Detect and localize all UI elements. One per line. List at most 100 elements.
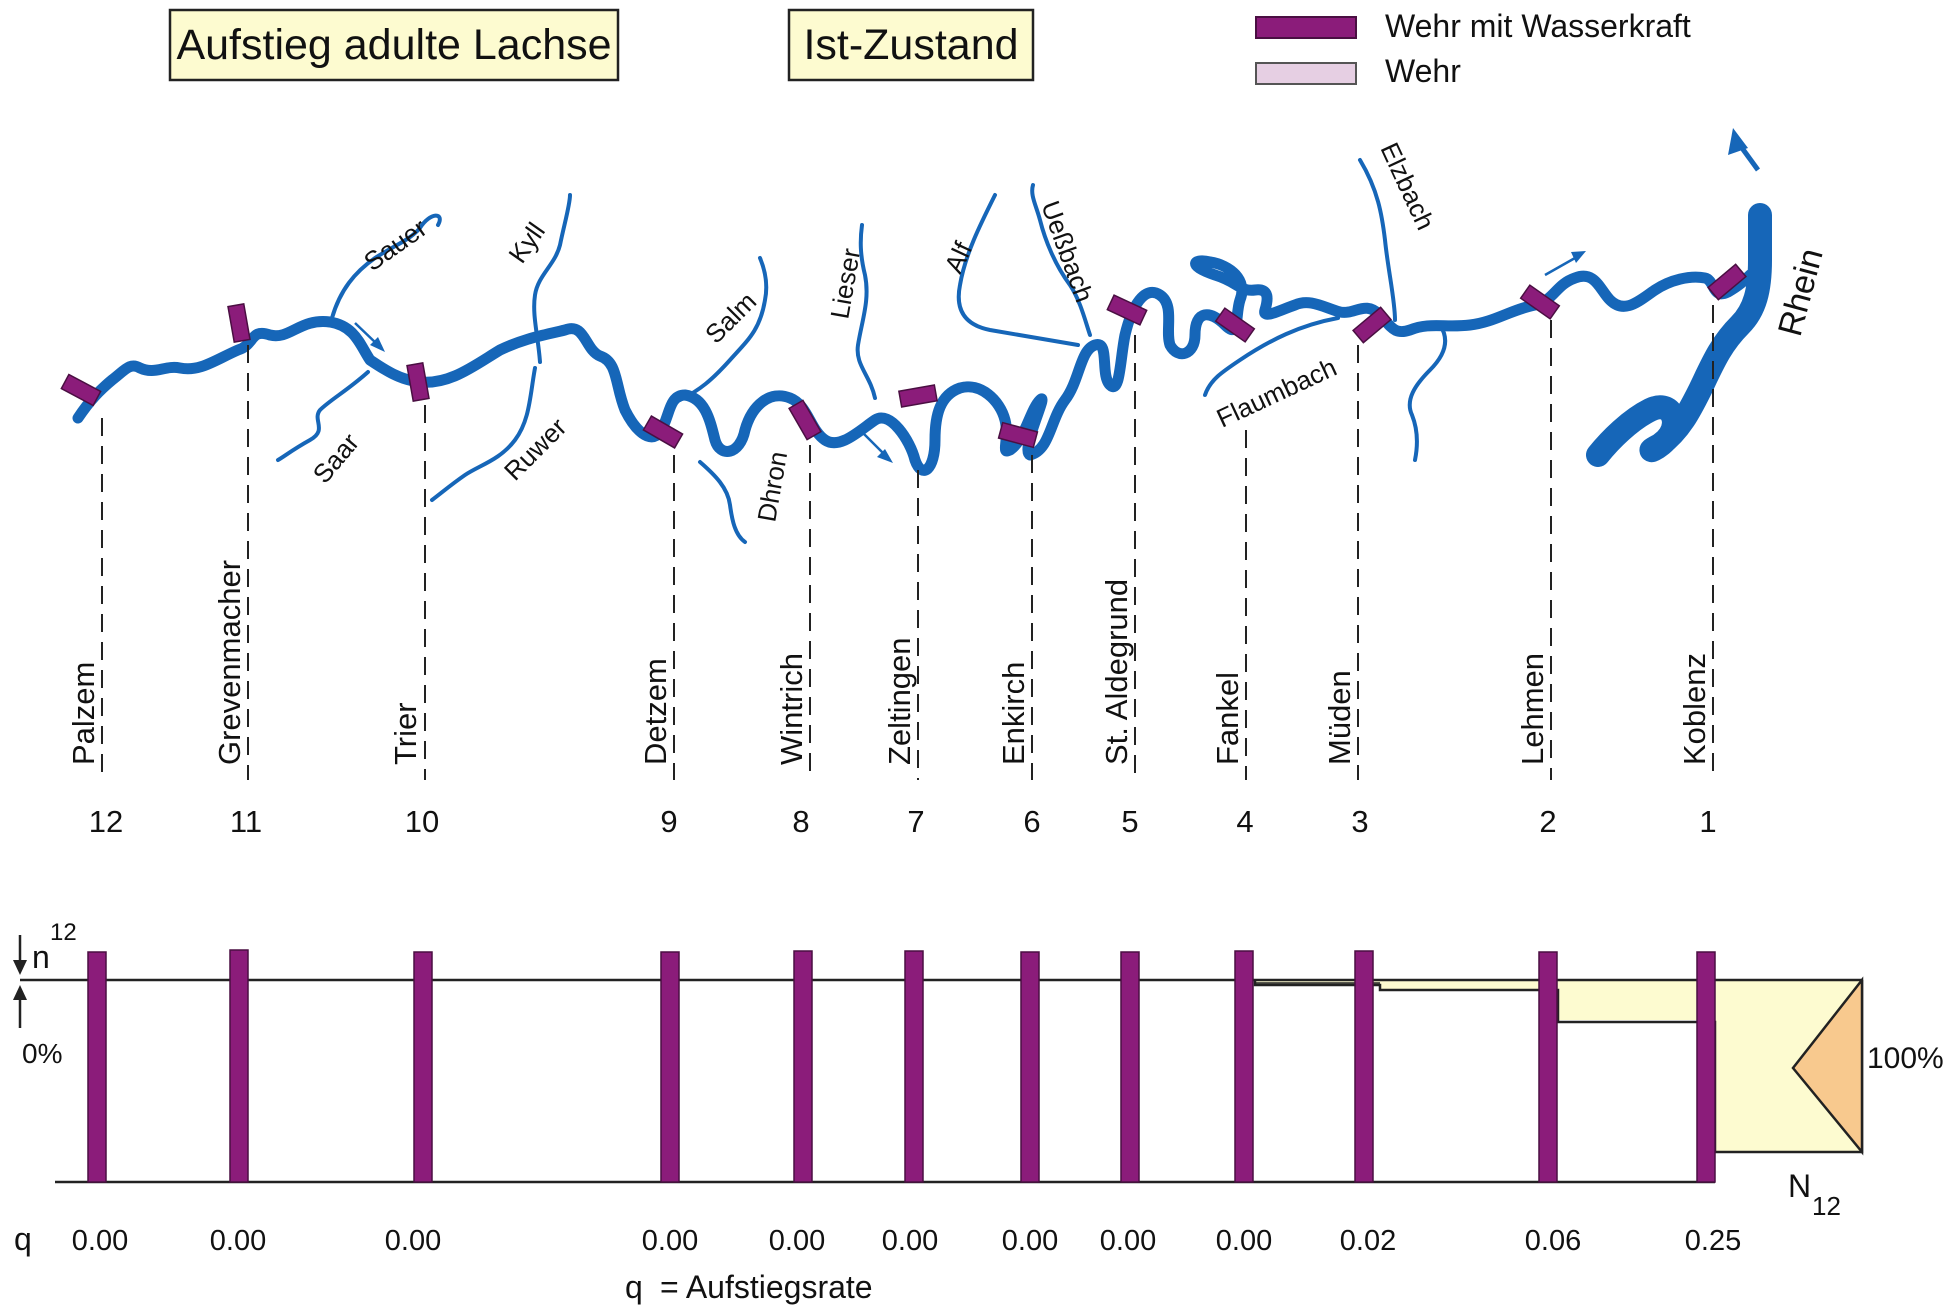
rhein-flow-arrow-icon [1728,128,1748,155]
ascent-initial-triangle [1791,976,1864,1156]
q-value-5: 0.00 [1100,1225,1156,1257]
zero-percent-label: 0% [22,1038,62,1069]
title-box-right: Ist-Zustand [787,8,1035,82]
flow-arrow-lehmen-icon [1571,251,1586,263]
q-value-2: 0.06 [1525,1225,1581,1257]
q-values: q 0.00 0.00 0.00 0.00 0.00 0.00 0.00 0.0… [14,1221,1741,1257]
map-weir-grevenmacher [227,303,251,343]
q-value-4: 0.00 [1216,1225,1272,1257]
map-weir-enkirch [997,421,1039,449]
station-number-4: 4 [1236,804,1253,839]
station-name-wintrich: Wintrich [774,653,809,765]
river-ruwer [430,366,537,502]
legend: Wehr mit Wasserkraft Wehr [1255,8,1691,89]
q-legend-text: = Aufstiegsrate [660,1269,873,1305]
title-right: Ist-Zustand [803,21,1018,69]
station-name-mueden: Müden [1322,670,1357,765]
river-salm [678,256,769,402]
map-weir-koblenz [1707,263,1747,301]
bar-station-5 [1120,951,1140,1183]
title-box-left: Aufstieg adulte Lachse [168,8,620,82]
river-sauer [330,213,442,320]
station-leader-lines [101,305,1714,780]
flow-arrow-lehmen-line [1544,256,1576,277]
flow-arrow-zeltingen-line [859,429,886,456]
station-number-9: 9 [660,804,677,839]
legend-swatch-hydropower-weir [1255,16,1357,39]
station-numbers: 12 11 10 9 8 7 6 5 4 3 2 1 [89,804,1717,839]
q-value-6: 0.00 [1002,1225,1058,1257]
bar-station-12 [87,951,107,1183]
label-salm: Salm [699,286,762,349]
label-dhron: Dhron [751,449,793,524]
bar-station-9 [660,951,680,1183]
q-value-7: 0.00 [882,1225,938,1257]
map-weir-lehmen [1519,284,1561,320]
bar-station-8 [793,950,813,1183]
q-value-1: 0.25 [1685,1225,1741,1257]
station-name-palzem: Palzem [66,662,101,765]
flow-arrow-trier-icon [370,337,385,352]
station-name-lehmen: Lehmen [1515,653,1550,765]
flow-arrows [354,251,1586,463]
station-name-detzem: Detzem [638,658,673,765]
bar-station-6 [1020,951,1040,1183]
station-number-5: 5 [1121,804,1138,839]
station-number-12: 12 [89,804,123,839]
station-number-10: 10 [405,804,439,839]
legend-label-weir: Wehr [1385,53,1461,89]
river-lieser [855,223,877,400]
station-name-trier: Trier [388,702,423,765]
label-uessbach: Ueßbach [1035,197,1099,306]
station-number-7: 7 [907,804,924,839]
label-rhein: Rhein [1771,244,1831,340]
station-name-koblenz: Koblenz [1677,653,1712,765]
map-weir-wintrich [788,399,822,441]
n-arrow-up-icon [13,985,27,1000]
station-name-fankel: Fankel [1210,672,1245,765]
map-weir-st-aldegrund [1106,294,1148,326]
station-number-2: 2 [1539,804,1556,839]
river-flaumbach [1203,316,1340,397]
map-weir-fankel [1214,307,1256,343]
river-dhron [698,460,747,544]
q-legend: q = Aufstiegsrate [625,1269,873,1305]
ascent-step-outline [1253,980,1864,1154]
station-number-3: 3 [1351,804,1368,839]
tributaries [276,158,1448,544]
bar-station-2 [1538,951,1558,1183]
flow-arrow-zeltingen-icon [877,449,893,463]
label-kyll: Kyll [502,217,551,269]
station-number-11: 11 [230,804,262,839]
label-elzbach: Elzbach [1375,138,1441,235]
bar-station-11 [229,949,249,1183]
station-number-6: 6 [1023,804,1040,839]
river-mosel [72,255,1756,476]
bar-station-10 [413,951,433,1183]
bar-station-7 [904,950,924,1183]
station-name-grevenmacher: Grevenmacher [212,560,247,765]
station-number-8: 8 [792,804,809,839]
hundred-percent-label: 100% [1867,1042,1944,1075]
station-number-1: 1 [1699,804,1716,839]
N-label: N [1788,1168,1811,1204]
river-elzbach [1358,158,1397,322]
river-alf [956,193,1080,347]
bar-station-1 [1696,951,1716,1183]
legend-swatch-weir [1255,62,1357,85]
station-name-enkirch: Enkirch [996,662,1031,765]
legend-label-hydropower-weir: Wehr mit Wasserkraft [1385,8,1691,44]
n-superscript: 12 [50,919,77,946]
label-sauer: Sauer [358,212,432,277]
station-name-zeltingen: Zeltingen [882,637,917,765]
q-value-3: 0.02 [1340,1225,1396,1257]
q-symbol: q [14,1221,32,1257]
n-label: n [32,939,50,975]
station-name-st-aldegrund: St. Aldegrund [1099,579,1134,765]
map-weir-detzem [642,415,684,449]
n-arrow-down-icon [13,960,27,975]
label-lieser: Lieser [824,246,866,321]
bar-station-4 [1234,950,1254,1183]
q-value-8: 0.00 [769,1225,825,1257]
